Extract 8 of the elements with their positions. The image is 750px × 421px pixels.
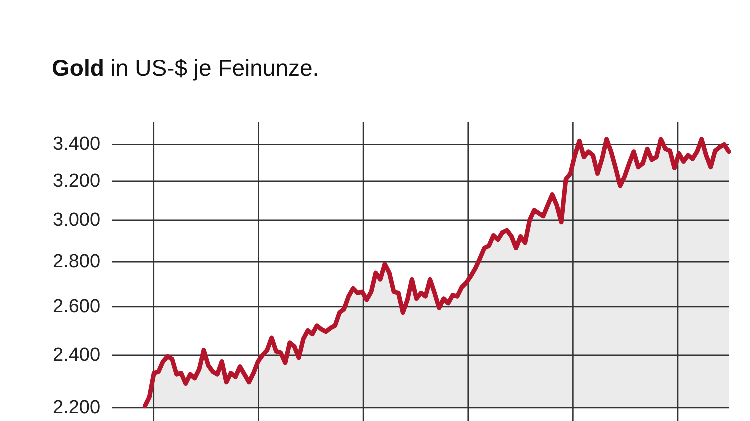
y-tick-label: 3.200: [53, 170, 101, 192]
y-tick-label: 2.600: [53, 296, 101, 318]
y-tick-label: 3.400: [53, 134, 101, 156]
chart-title: Gold in US-$ je Feinunze.: [52, 55, 320, 81]
y-tick-label: 2.800: [53, 252, 101, 273]
y-tick-label: 3.000: [53, 210, 101, 231]
y-tick-label: 2.400: [53, 344, 101, 366]
y-tick-label: 2.200: [53, 398, 101, 418]
